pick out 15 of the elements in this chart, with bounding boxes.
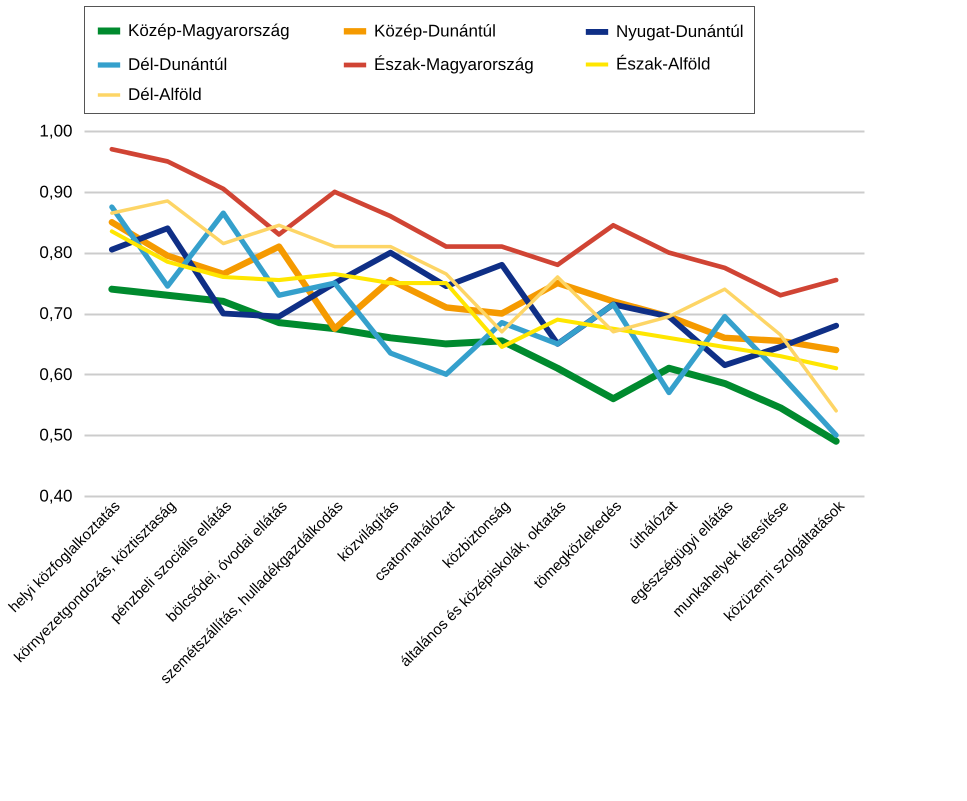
legend-label: Nyugat-Dunántúl <box>616 22 744 41</box>
legend-label: Közép-Magyarország <box>128 21 290 40</box>
legend-label: Közép-Dunántúl <box>374 21 496 40</box>
y-tick-label: 0,60 <box>39 364 72 384</box>
legend-label: Dél-Dunántúl <box>128 55 228 74</box>
legend-label: Dél-Alföld <box>128 85 202 104</box>
y-tick-label: 0,90 <box>39 182 72 202</box>
y-tick-label: 0,70 <box>39 304 72 323</box>
legend-label: Észak-Alföld <box>616 54 710 74</box>
y-tick-label: 0,40 <box>39 486 72 506</box>
y-tick-label: 0,50 <box>39 426 72 445</box>
y-tick-label: 0,80 <box>39 243 72 262</box>
line-series <box>110 146 838 298</box>
y-tick-label: 1,00 <box>39 122 72 140</box>
legend-label: Észak-Magyarország <box>374 55 534 74</box>
